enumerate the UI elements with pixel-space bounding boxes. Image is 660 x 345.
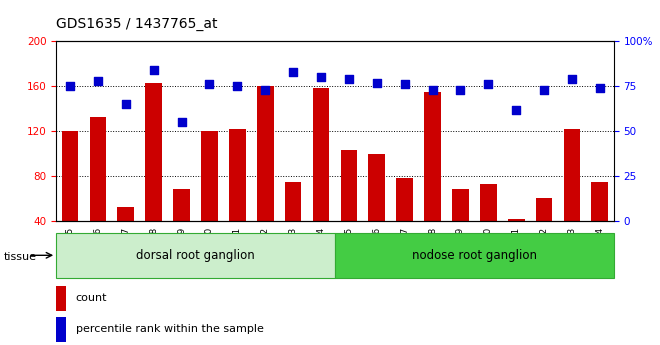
Bar <box>284 181 302 221</box>
Point <box>121 101 131 107</box>
Point <box>92 78 103 83</box>
Text: GDS1635 / 1437765_at: GDS1635 / 1437765_at <box>56 17 218 31</box>
Point <box>567 76 578 82</box>
Bar <box>56 286 66 311</box>
Point <box>232 83 243 89</box>
Bar <box>536 198 552 221</box>
Bar <box>424 92 441 221</box>
Bar <box>480 184 497 221</box>
Bar <box>61 131 79 221</box>
Bar <box>117 207 134 221</box>
Point <box>288 69 298 75</box>
Bar <box>173 189 190 221</box>
Point <box>483 82 494 87</box>
Point <box>148 67 159 73</box>
Bar <box>564 129 580 221</box>
Text: tissue: tissue <box>3 252 36 262</box>
Bar <box>145 83 162 221</box>
Bar <box>56 317 66 342</box>
Text: dorsal root ganglion: dorsal root ganglion <box>136 249 255 262</box>
Point <box>372 80 382 86</box>
Bar <box>452 189 469 221</box>
Text: percentile rank within the sample: percentile rank within the sample <box>76 325 263 334</box>
Point <box>315 75 326 80</box>
Point <box>344 76 354 82</box>
Point <box>65 83 75 89</box>
Bar <box>508 219 525 221</box>
Point <box>455 87 466 92</box>
Point <box>595 85 605 91</box>
Bar <box>341 150 357 221</box>
Bar <box>396 178 413 221</box>
Text: count: count <box>76 294 107 303</box>
Bar <box>313 88 329 221</box>
Point <box>260 87 271 92</box>
Point <box>511 107 521 112</box>
Bar <box>335 233 614 278</box>
Bar <box>368 154 385 221</box>
Bar <box>257 86 274 221</box>
Bar <box>201 131 218 221</box>
Point <box>176 119 187 125</box>
Point <box>427 87 438 92</box>
Point <box>399 82 410 87</box>
Text: nodose root ganglion: nodose root ganglion <box>412 249 537 262</box>
Bar <box>90 117 106 221</box>
Point <box>539 87 549 92</box>
Bar <box>229 129 246 221</box>
Bar <box>56 233 335 278</box>
Point <box>204 82 214 87</box>
Bar <box>591 181 609 221</box>
